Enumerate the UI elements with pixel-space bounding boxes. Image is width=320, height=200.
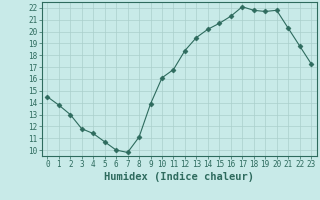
X-axis label: Humidex (Indice chaleur): Humidex (Indice chaleur)	[104, 172, 254, 182]
